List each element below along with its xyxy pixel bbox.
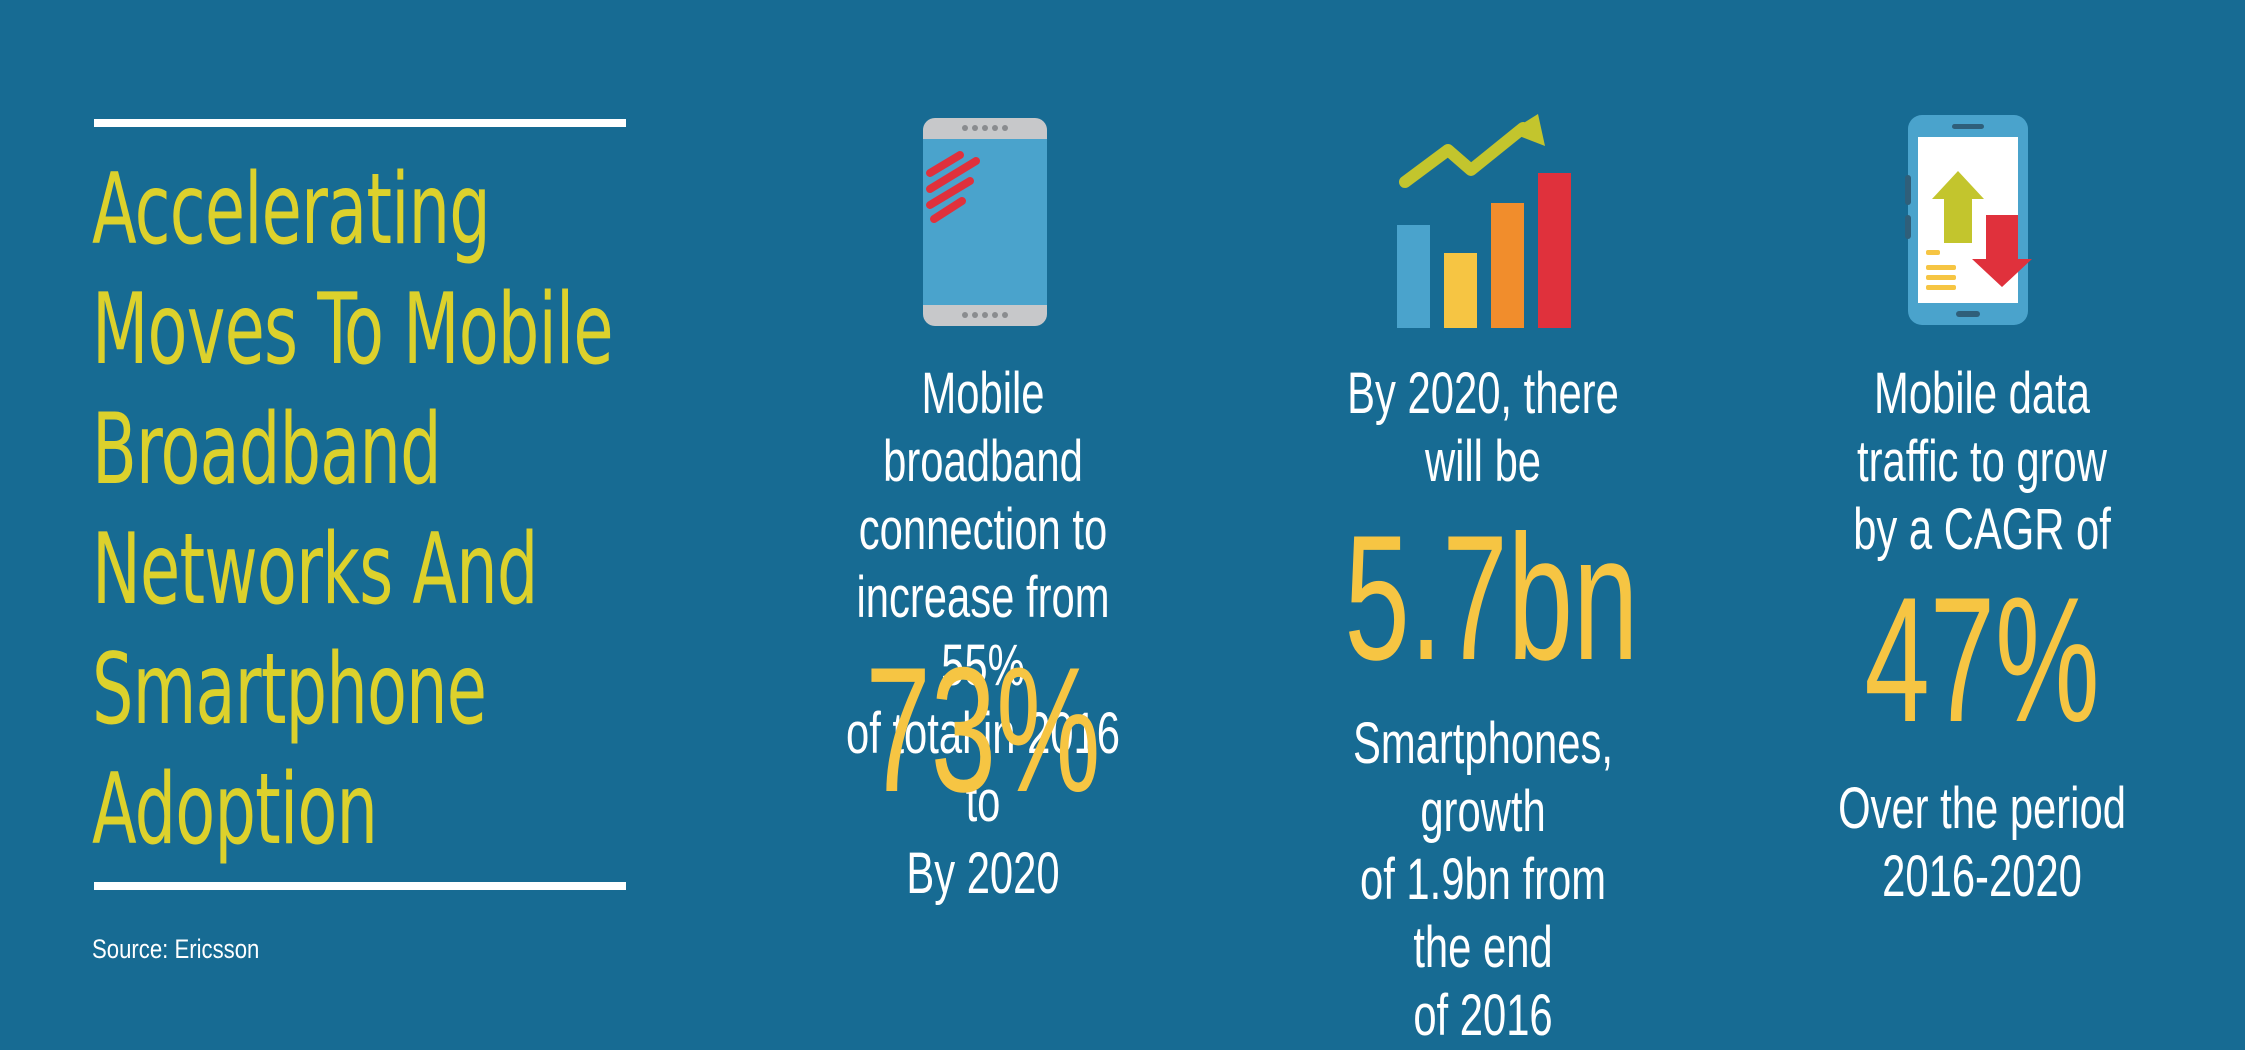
stat-footer: Over the period 2016-2020 — [1838, 776, 2126, 909]
stat-description: Mobile broadband connection to increase … — [846, 361, 1120, 834]
title-line: Smartphone — [92, 633, 487, 747]
title-bottom-divider — [94, 882, 626, 890]
stat-description: Mobile data traffic to grow by a CAGR of — [1853, 361, 2111, 562]
stat-value: 5.7bn — [1344, 498, 1639, 697]
stat-footer: Smartphones, growth of 1.9bn from the en… — [1353, 711, 1613, 1048]
page-title: Accelerating Moves To Mobile Broadband N… — [92, 150, 614, 870]
title-line: Moves To Mobile — [92, 273, 614, 387]
growth-chart-icon — [1397, 114, 1571, 328]
title-line: Accelerating — [92, 153, 491, 267]
title-line: Adoption — [92, 753, 378, 867]
title-line: Networks And — [92, 513, 538, 627]
stat-footer: By 2020 — [906, 841, 1060, 906]
stat-description: By 2020, there will be — [1347, 361, 1619, 494]
stat-value: 73% — [865, 630, 1101, 829]
title-line: Broadband — [92, 393, 442, 507]
data-traffic-phone-icon — [1905, 115, 2032, 325]
smartphone-icon — [923, 118, 1047, 326]
source-note: Source: Ericsson — [92, 934, 260, 964]
title-top-divider — [94, 119, 626, 127]
stat-value: 47% — [1864, 560, 2100, 759]
